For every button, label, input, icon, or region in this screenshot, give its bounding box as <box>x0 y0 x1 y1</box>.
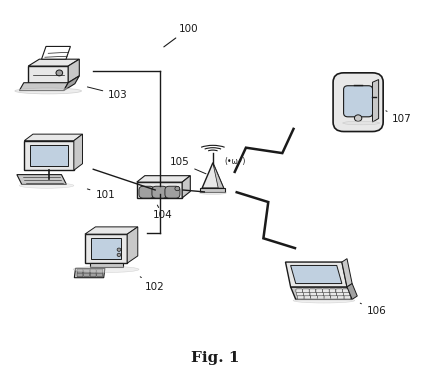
Polygon shape <box>24 141 74 170</box>
FancyBboxPatch shape <box>324 295 331 299</box>
FancyBboxPatch shape <box>97 273 103 277</box>
Ellipse shape <box>37 178 61 182</box>
Ellipse shape <box>200 191 226 195</box>
Text: 104: 104 <box>153 205 173 220</box>
Polygon shape <box>291 266 342 283</box>
Polygon shape <box>28 59 79 66</box>
Polygon shape <box>74 134 83 170</box>
Polygon shape <box>74 268 105 278</box>
Circle shape <box>117 248 121 251</box>
FancyBboxPatch shape <box>152 186 167 198</box>
FancyBboxPatch shape <box>310 292 316 296</box>
FancyBboxPatch shape <box>344 295 351 299</box>
FancyBboxPatch shape <box>304 295 311 299</box>
FancyBboxPatch shape <box>303 292 310 296</box>
Polygon shape <box>137 176 190 182</box>
FancyBboxPatch shape <box>336 289 342 293</box>
Text: (•ω•): (•ω•) <box>225 157 246 166</box>
Polygon shape <box>31 145 68 166</box>
Polygon shape <box>28 66 68 83</box>
Text: 103: 103 <box>87 87 128 100</box>
FancyBboxPatch shape <box>139 186 154 198</box>
Text: 105: 105 <box>169 157 206 174</box>
FancyBboxPatch shape <box>77 273 83 277</box>
Polygon shape <box>182 176 190 198</box>
FancyBboxPatch shape <box>316 289 322 293</box>
Polygon shape <box>68 59 79 83</box>
FancyBboxPatch shape <box>296 289 302 293</box>
Text: 102: 102 <box>140 277 164 292</box>
Ellipse shape <box>343 121 380 125</box>
FancyBboxPatch shape <box>330 292 337 296</box>
Text: 107: 107 <box>386 111 412 124</box>
FancyBboxPatch shape <box>333 73 383 131</box>
FancyBboxPatch shape <box>331 295 338 299</box>
FancyBboxPatch shape <box>90 269 96 273</box>
FancyBboxPatch shape <box>303 289 309 293</box>
FancyBboxPatch shape <box>337 292 343 296</box>
Polygon shape <box>91 238 121 259</box>
FancyBboxPatch shape <box>77 269 83 273</box>
Polygon shape <box>137 182 182 198</box>
FancyBboxPatch shape <box>97 269 103 273</box>
Polygon shape <box>17 174 66 184</box>
FancyBboxPatch shape <box>316 292 323 296</box>
Ellipse shape <box>15 88 82 94</box>
FancyBboxPatch shape <box>344 86 373 117</box>
Polygon shape <box>24 134 83 141</box>
Polygon shape <box>200 188 225 192</box>
Polygon shape <box>89 263 123 268</box>
FancyBboxPatch shape <box>83 269 89 273</box>
Text: 101: 101 <box>87 189 115 200</box>
FancyBboxPatch shape <box>83 273 89 277</box>
Polygon shape <box>372 79 379 122</box>
FancyBboxPatch shape <box>165 186 180 198</box>
Polygon shape <box>213 163 224 188</box>
Polygon shape <box>85 227 138 234</box>
Circle shape <box>354 115 362 121</box>
Polygon shape <box>202 163 224 188</box>
FancyBboxPatch shape <box>317 295 324 299</box>
Ellipse shape <box>293 298 355 303</box>
Ellipse shape <box>73 266 139 272</box>
FancyBboxPatch shape <box>298 295 304 299</box>
Ellipse shape <box>19 183 74 188</box>
FancyBboxPatch shape <box>90 273 96 277</box>
FancyBboxPatch shape <box>322 289 329 293</box>
FancyBboxPatch shape <box>329 289 336 293</box>
FancyBboxPatch shape <box>309 289 316 293</box>
Polygon shape <box>347 283 357 299</box>
FancyBboxPatch shape <box>338 295 344 299</box>
Circle shape <box>117 253 121 256</box>
Polygon shape <box>127 227 138 263</box>
FancyBboxPatch shape <box>311 295 317 299</box>
FancyBboxPatch shape <box>323 292 330 296</box>
Polygon shape <box>286 262 347 287</box>
Polygon shape <box>19 83 68 90</box>
Circle shape <box>175 187 180 191</box>
Polygon shape <box>64 76 79 90</box>
Polygon shape <box>291 287 352 299</box>
Text: 100: 100 <box>164 24 198 47</box>
Text: Fig. 1: Fig. 1 <box>191 351 239 365</box>
Polygon shape <box>85 234 127 263</box>
Polygon shape <box>42 46 71 59</box>
Text: 106: 106 <box>360 303 387 317</box>
Circle shape <box>56 70 63 76</box>
FancyBboxPatch shape <box>297 292 303 296</box>
Polygon shape <box>342 259 352 287</box>
FancyBboxPatch shape <box>343 292 350 296</box>
FancyBboxPatch shape <box>343 289 349 293</box>
